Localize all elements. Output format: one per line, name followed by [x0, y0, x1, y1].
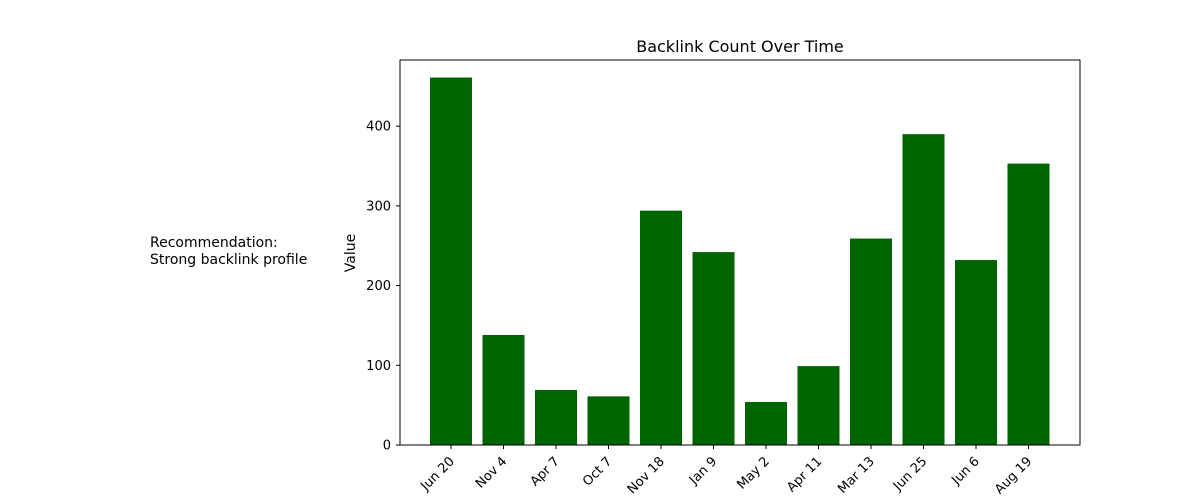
y-tick-label: 0 [383, 439, 391, 454]
bar [745, 401, 787, 445]
x-tick-label: Aug 19 [992, 454, 1035, 497]
bar [430, 77, 472, 445]
bar [640, 210, 682, 445]
x-tick-label: Apr 7 [528, 454, 563, 489]
bar [1007, 163, 1050, 445]
recommendation-label: Recommendation: [150, 235, 278, 251]
y-tick-label: 300 [366, 199, 391, 214]
y-tick-label: 400 [366, 120, 391, 135]
bar [955, 260, 997, 445]
axes-frame [399, 59, 1081, 446]
bar [535, 390, 577, 445]
x-tick-label: Jun 6 [948, 454, 982, 488]
bars-group [430, 77, 1050, 445]
y-tick-label: 100 [366, 359, 391, 374]
y-axis-label: Value [343, 234, 359, 272]
recommendation-value: Strong backlink profile [150, 252, 308, 268]
bar [692, 252, 735, 445]
x-tick-label: Jun 25 [890, 454, 930, 494]
chart-title: Backlink Count Over Time [636, 37, 844, 56]
x-tick-label: Nov 18 [625, 454, 668, 497]
x-tick-label: Mar 13 [835, 454, 878, 497]
bar [850, 238, 892, 445]
x-tick-label: Jun 20 [418, 454, 458, 494]
y-tick-label: 200 [366, 279, 391, 294]
x-tick-label: Jan 9 [686, 454, 720, 488]
x-tick-label: Apr 11 [784, 454, 825, 495]
x-tick-label: Oct 7 [580, 454, 615, 489]
y-axis: 0 100 200 300 400 [366, 120, 400, 454]
bar [902, 134, 945, 445]
bar [482, 335, 525, 445]
x-tick-label: Nov 4 [473, 454, 510, 491]
bar [797, 366, 840, 445]
recommendation-text: Recommendation: Strong backlink profile [150, 235, 307, 269]
x-axis: Jun 20 Nov 4 Apr 7 Oct 7 Nov 18 Jan 9 May 2 Apr… [418, 445, 1035, 497]
x-tick-label: May 2 [734, 454, 772, 492]
bar [587, 396, 630, 445]
